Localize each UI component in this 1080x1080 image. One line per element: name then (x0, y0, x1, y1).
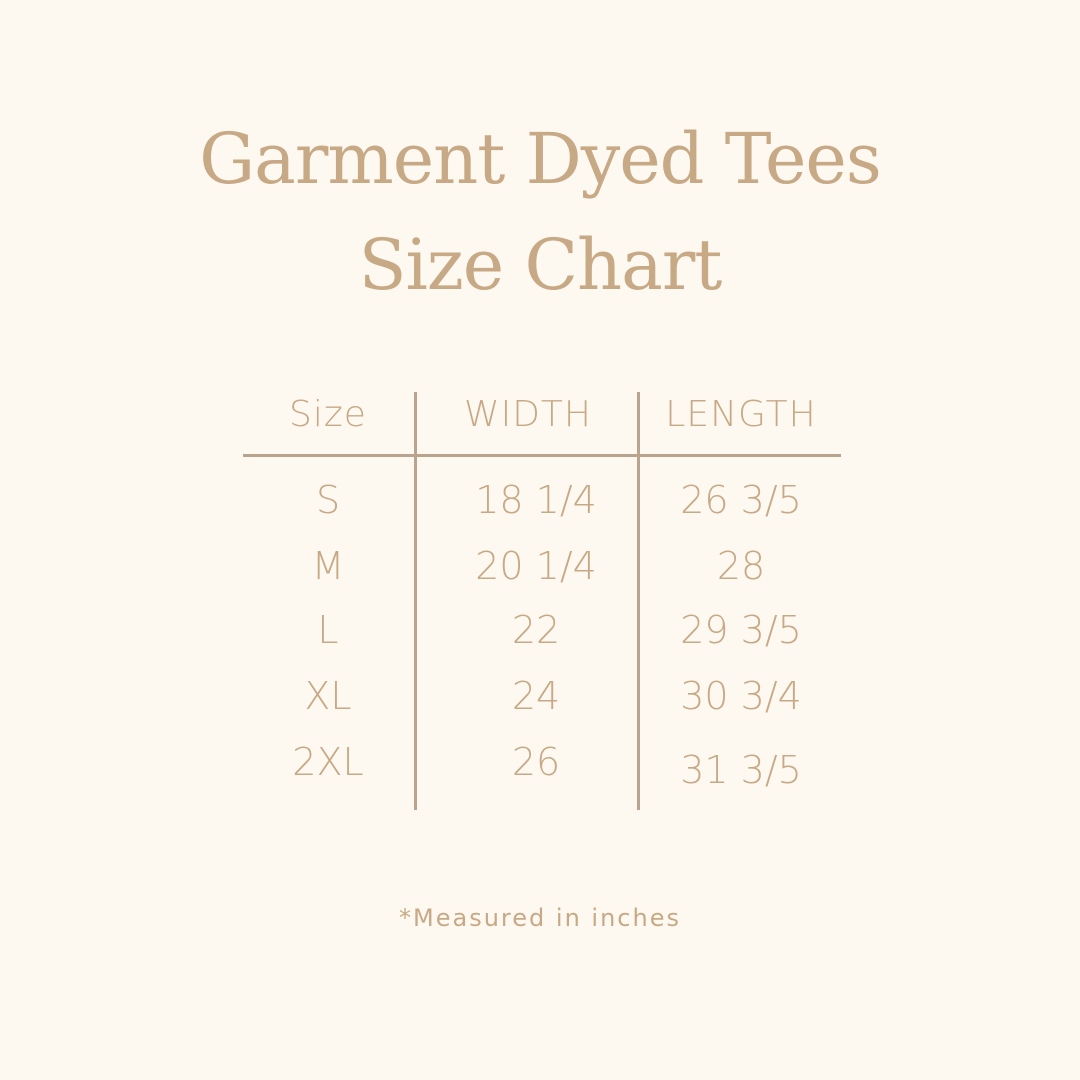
size-cell: M (311, 544, 345, 588)
column-divider-2 (637, 392, 640, 810)
size-cell: XL (304, 674, 352, 718)
header-width: WIDTH (464, 394, 592, 435)
width-cell: 22 (511, 608, 561, 652)
title-line-1: Garment Dyed Tees (199, 118, 882, 200)
title-line-2: Size Chart (358, 224, 723, 306)
header-length: LENGTH (665, 394, 817, 435)
header-divider (243, 454, 841, 457)
width-cell: 18 1/4 (475, 478, 597, 522)
header-size: Size (289, 394, 367, 435)
size-cell: L (317, 608, 339, 652)
length-cell: 29 3/5 (680, 608, 802, 652)
size-cell: S (315, 478, 341, 522)
size-cell: 2XL (292, 740, 364, 784)
length-cell: 31 3/5 (680, 748, 802, 792)
column-divider-1 (414, 392, 417, 810)
width-cell: 26 (511, 740, 561, 784)
length-cell: 28 (716, 544, 766, 588)
length-cell: 30 3/4 (680, 674, 802, 718)
width-cell: 24 (511, 674, 561, 718)
width-cell: 20 1/4 (475, 544, 597, 588)
measurement-note: *Measured in inches (399, 904, 681, 932)
length-cell: 26 3/5 (680, 478, 802, 522)
